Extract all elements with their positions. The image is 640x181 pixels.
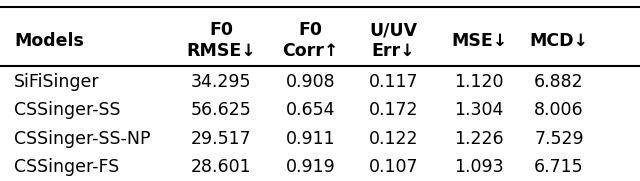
Text: 1.226: 1.226 xyxy=(454,130,504,148)
Text: 34.295: 34.295 xyxy=(191,73,252,90)
Text: F0
RMSE↓: F0 RMSE↓ xyxy=(186,21,256,60)
Text: 0.117: 0.117 xyxy=(369,73,418,90)
Text: Models: Models xyxy=(14,32,84,50)
Text: MCD↓: MCD↓ xyxy=(529,32,588,50)
Text: U/UV
Err↓: U/UV Err↓ xyxy=(369,21,417,60)
Text: 1.093: 1.093 xyxy=(454,158,504,176)
Text: 0.654: 0.654 xyxy=(285,101,335,119)
Text: 1.120: 1.120 xyxy=(454,73,504,90)
Text: 8.006: 8.006 xyxy=(534,101,584,119)
Text: SiFiSinger: SiFiSinger xyxy=(14,73,100,90)
Text: 0.911: 0.911 xyxy=(285,130,335,148)
Text: 28.601: 28.601 xyxy=(191,158,252,176)
Text: 1.304: 1.304 xyxy=(454,101,504,119)
Text: MSE↓: MSE↓ xyxy=(451,32,508,50)
Text: F0
Corr↑: F0 Corr↑ xyxy=(282,21,339,60)
Text: CSSinger-SS-NP: CSSinger-SS-NP xyxy=(14,130,150,148)
Text: 6.715: 6.715 xyxy=(534,158,584,176)
Text: CSSinger-FS: CSSinger-FS xyxy=(14,158,120,176)
Text: 6.882: 6.882 xyxy=(534,73,584,90)
Text: 0.172: 0.172 xyxy=(369,101,418,119)
Text: 0.122: 0.122 xyxy=(369,130,418,148)
Text: CSSinger-SS: CSSinger-SS xyxy=(14,101,120,119)
Text: 29.517: 29.517 xyxy=(191,130,252,148)
Text: 56.625: 56.625 xyxy=(191,101,252,119)
Text: 0.908: 0.908 xyxy=(285,73,335,90)
Text: 7.529: 7.529 xyxy=(534,130,584,148)
Text: 0.919: 0.919 xyxy=(285,158,335,176)
Text: 0.107: 0.107 xyxy=(369,158,418,176)
